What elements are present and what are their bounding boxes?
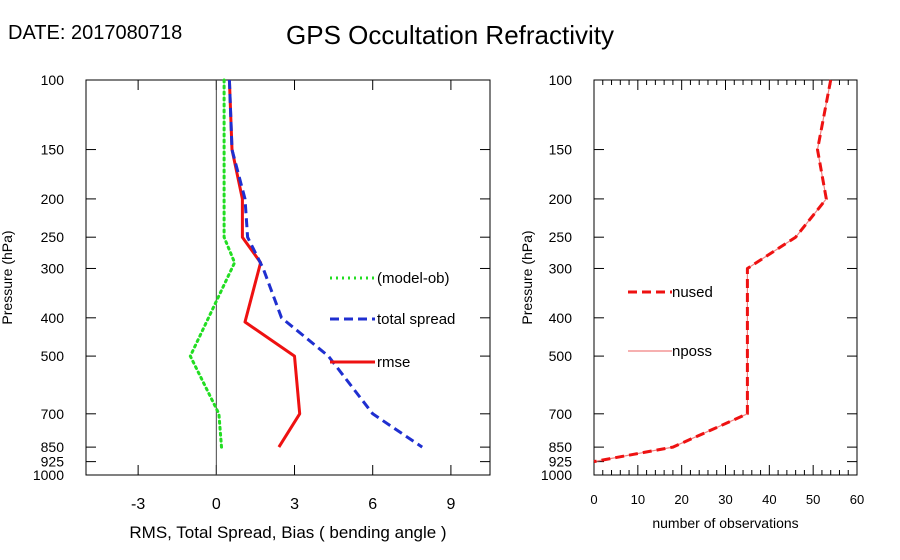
y-tick-label: 850 <box>41 439 65 455</box>
y-tick-label: 150 <box>41 142 65 158</box>
y-tick-label: 850 <box>549 439 573 455</box>
y-tick-label: 500 <box>549 348 573 364</box>
y-axis-label: Pressure (hPa) <box>519 230 535 324</box>
y-tick-label: 700 <box>41 406 65 422</box>
series-line-nposs <box>593 79 832 463</box>
legend-label: (model-ob) <box>377 270 450 287</box>
y-tick-label: 200 <box>41 191 65 207</box>
x-tick-label: 20 <box>674 492 688 507</box>
y-tick-label: 925 <box>549 454 573 470</box>
y-tick-label: 250 <box>549 229 573 245</box>
legend-label: nposs <box>672 343 712 360</box>
x-tick-label: 30 <box>718 492 732 507</box>
series-line-rmse <box>227 79 302 448</box>
legend-label: nused <box>672 284 713 301</box>
y-tick-label: 1000 <box>541 467 572 483</box>
legend-label: rmse <box>377 354 410 371</box>
y-tick-label: 500 <box>41 348 65 364</box>
series-line-total-spread <box>227 79 424 449</box>
y-tick-label: 700 <box>549 406 573 422</box>
y-tick-label: 200 <box>549 191 573 207</box>
y-axis-label: Pressure (hPa) <box>0 230 15 324</box>
x-tick-label: 60 <box>850 492 864 507</box>
x-tick-label: 50 <box>806 492 820 507</box>
x-tick-label: 0 <box>212 496 221 513</box>
plot-frame <box>85 79 491 476</box>
x-tick-label: 9 <box>446 496 455 513</box>
series-line-nused <box>593 79 833 464</box>
legend-label: total spread <box>377 311 455 328</box>
y-tick-label: 300 <box>549 260 573 276</box>
y-tick-label: 300 <box>41 260 65 276</box>
page-title: GPS Occultation Refractivity <box>286 20 614 50</box>
y-tick-label: 400 <box>549 310 573 326</box>
x-tick-label: 10 <box>631 492 645 507</box>
x-tick-label: 0 <box>590 492 597 507</box>
y-tick-label: 400 <box>41 310 65 326</box>
plot-frame <box>593 79 858 476</box>
y-tick-label: 1000 <box>33 467 64 483</box>
x-tick-label: -3 <box>131 496 145 513</box>
x-axis-label: RMS, Total Spread, Bias ( bending angle … <box>129 523 446 542</box>
y-tick-label: 100 <box>549 72 573 88</box>
series-line-model-ob <box>188 78 237 449</box>
y-tick-label: 250 <box>41 229 65 245</box>
y-tick-label: 925 <box>41 454 65 470</box>
x-tick-label: 3 <box>290 496 299 513</box>
y-tick-label: 150 <box>549 142 573 158</box>
date-label: DATE: 2017080718 <box>8 22 183 44</box>
y-tick-label: 100 <box>41 72 65 88</box>
x-axis-label: number of observations <box>652 515 798 531</box>
x-tick-label: 40 <box>762 492 776 507</box>
x-tick-label: 6 <box>368 496 377 513</box>
